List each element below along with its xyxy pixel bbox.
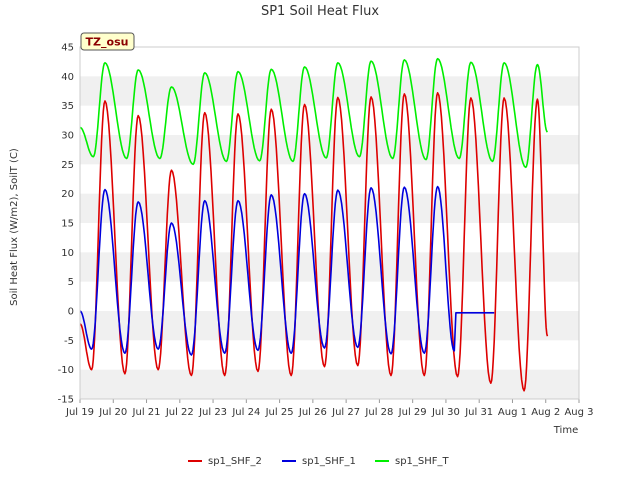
x-tick-label: Jul 28 xyxy=(364,407,393,418)
y-axis-label: Soil Heat Flux (W/m2), SoilT (C) xyxy=(9,148,20,306)
x-tick-label: Jul 21 xyxy=(132,407,161,418)
y-tick-label: 20 xyxy=(61,189,74,200)
x-tick-label: Jul 23 xyxy=(198,407,227,418)
x-tick-label: Jul 19 xyxy=(65,407,94,418)
timezone-badge-label: TZ_osu xyxy=(86,36,129,49)
x-tick-label: Jul 25 xyxy=(265,407,294,418)
x-tick-label: Jul 24 xyxy=(231,407,260,418)
y-tick-label: -10 xyxy=(58,365,74,376)
y-tick-label: 30 xyxy=(61,131,74,142)
legend-label-sp1-shf-1: sp1_SHF_1 xyxy=(302,456,356,467)
y-tick-label: 35 xyxy=(61,101,74,112)
x-tick-label: Jul 30 xyxy=(431,407,460,418)
x-tick-label: Jul 20 xyxy=(98,407,127,418)
y-tick-label: 15 xyxy=(61,219,74,230)
chart-title: SP1 Soil Heat Flux xyxy=(261,4,379,19)
x-axis-ticks: Jul 19 Jul 20 Jul 21 Jul 22 Jul 23 Jul 24 Jul … xyxy=(65,399,594,418)
y-tick-label: -5 xyxy=(64,336,74,347)
legend-label-sp1-shf-2: sp1_SHF_2 xyxy=(208,456,262,467)
x-tick-label: Jul 29 xyxy=(398,407,427,418)
y-tick-label: 45 xyxy=(61,43,74,54)
series-line-sp1-shf-1 xyxy=(79,185,495,356)
timezone-badge: TZ_osu xyxy=(80,32,135,51)
y-tick-label: 25 xyxy=(61,160,74,171)
timezone-badge-box xyxy=(80,32,135,51)
legend-label-sp1-shf-t: sp1_SHF_T xyxy=(395,456,450,467)
series-layer xyxy=(79,57,549,392)
plot-frame xyxy=(79,46,580,400)
x-tick-label: Jul 27 xyxy=(331,407,360,418)
grid-band xyxy=(80,76,579,106)
legend: sp1_SHF_2 sp1_SHF_1 sp1_SHF_T xyxy=(188,456,450,467)
x-tick-label: Aug 1 xyxy=(498,407,527,418)
series-line-sp1-shf-2 xyxy=(79,92,549,392)
x-tick-label: Jul 22 xyxy=(165,407,194,418)
x-tick-label: Jul 26 xyxy=(298,407,327,418)
y-tick-label: 0 xyxy=(68,307,74,318)
y-tick-label: -15 xyxy=(58,395,74,406)
y-tick-label: 10 xyxy=(61,248,74,259)
x-tick-label: Jul 31 xyxy=(464,407,493,418)
x-tick-label: Aug 3 xyxy=(564,407,593,418)
y-tick-label: 40 xyxy=(61,72,74,83)
y-axis-ticks: -15 -10 -5 0 5 10 15 20 25 30 35 40 45 xyxy=(58,43,74,406)
grid-band xyxy=(80,193,579,223)
series-line-sp1-shf-t xyxy=(79,57,549,169)
x-axis-label: Time xyxy=(553,425,578,436)
y-tick-label: 5 xyxy=(68,277,74,288)
grid-band xyxy=(80,369,579,399)
x-tick-label: Aug 2 xyxy=(531,407,560,418)
